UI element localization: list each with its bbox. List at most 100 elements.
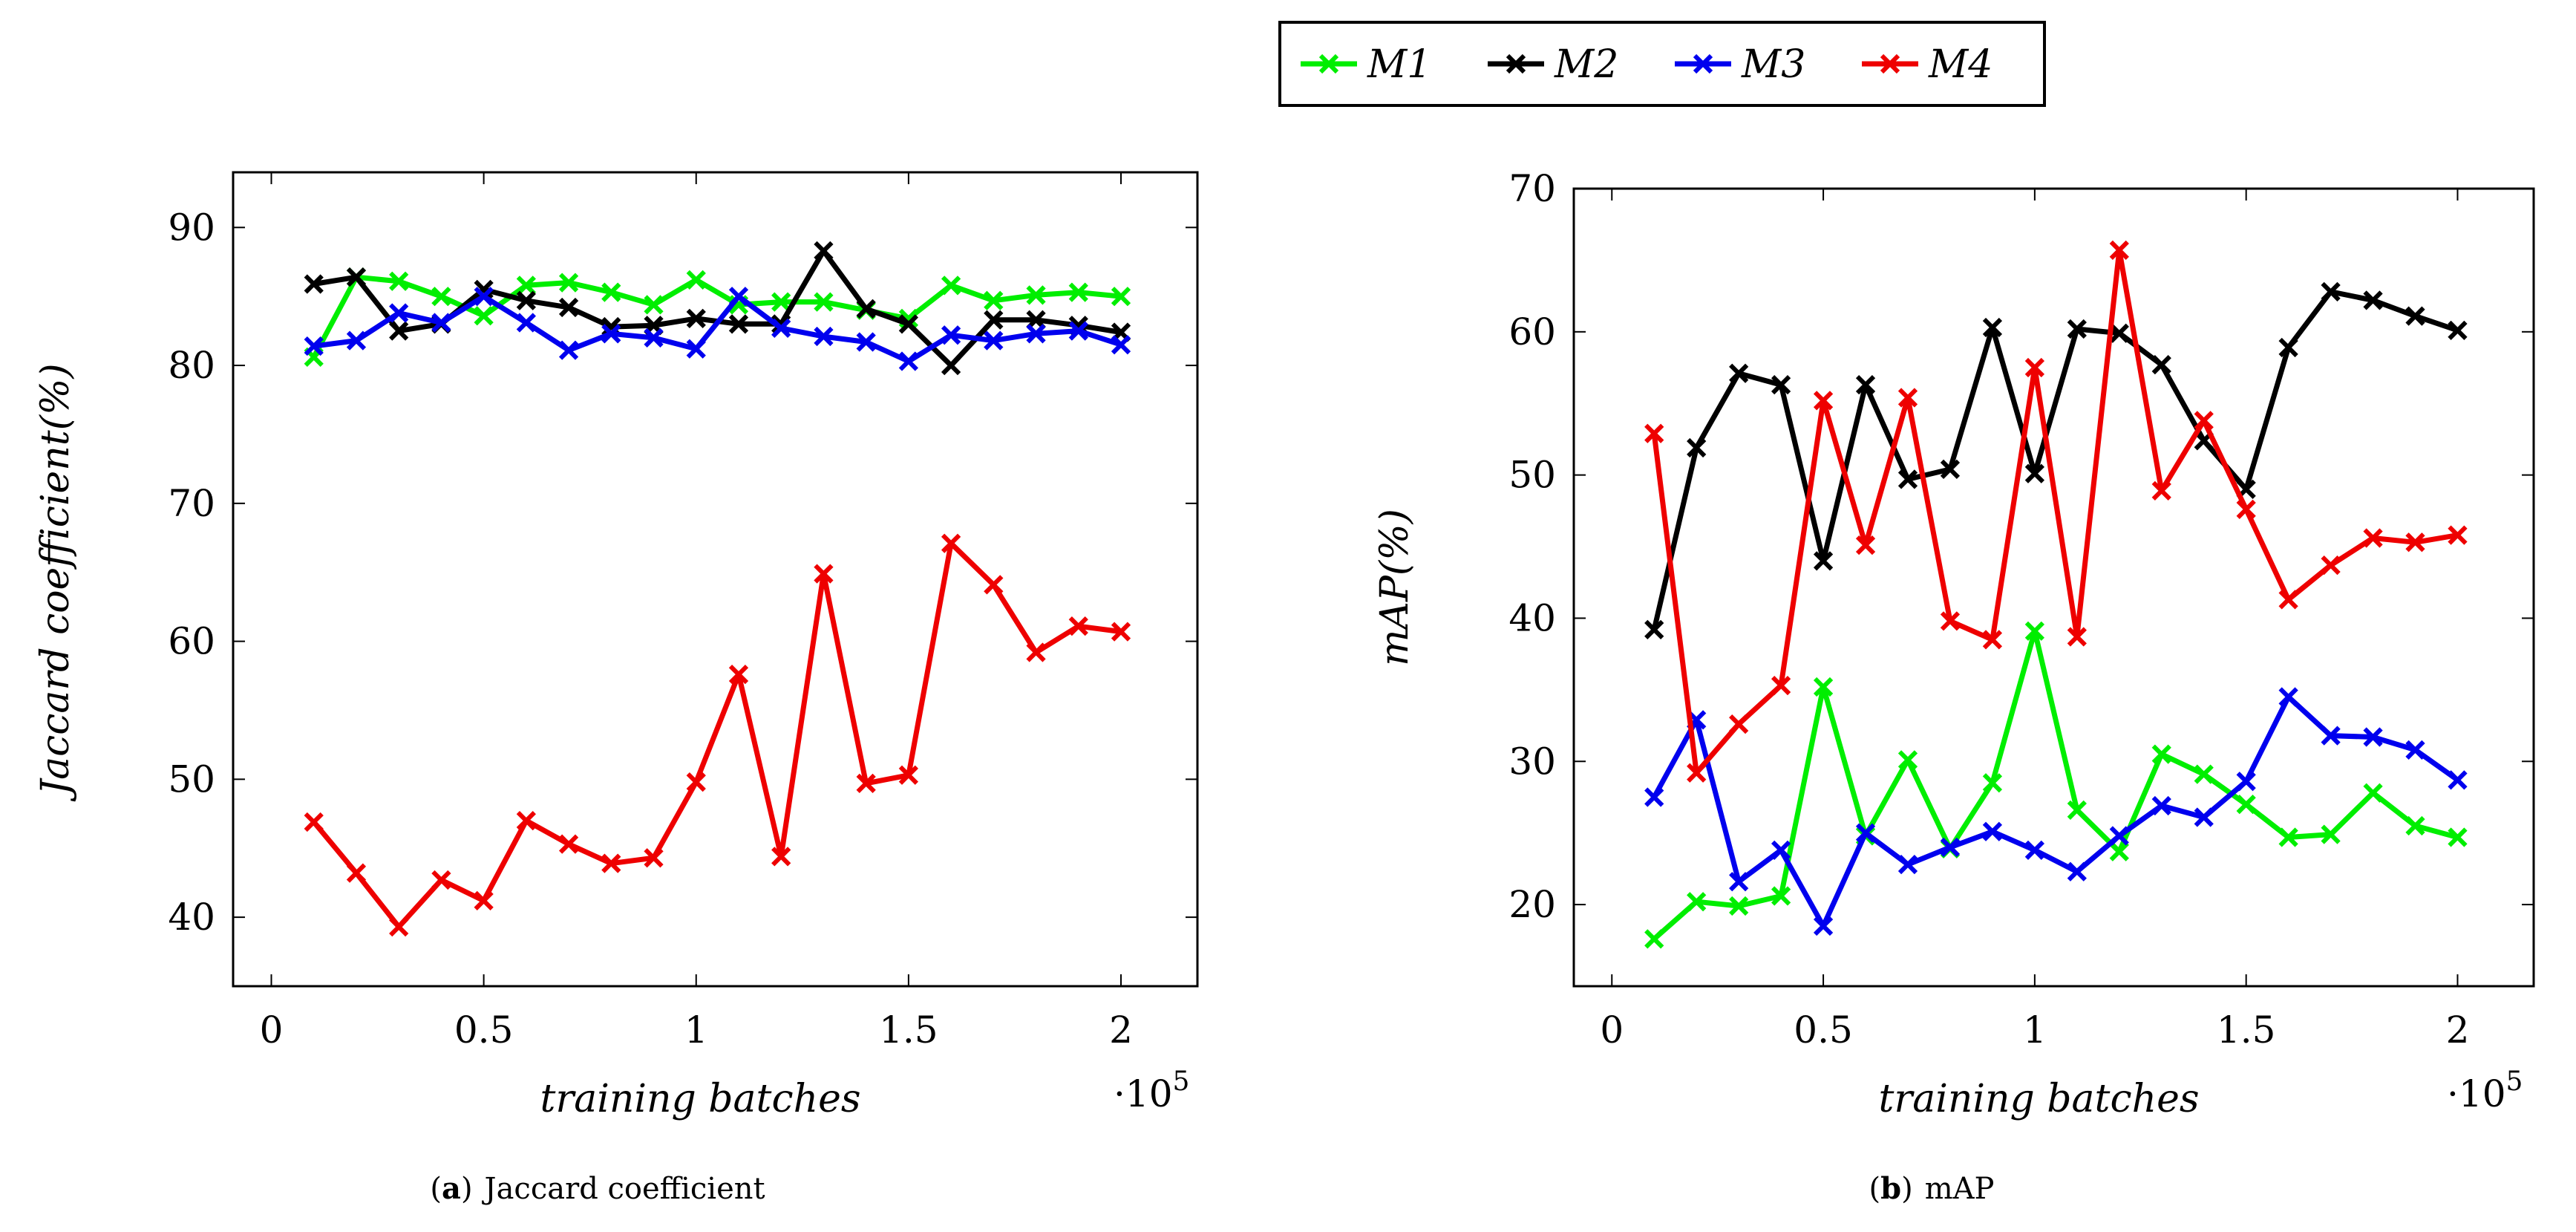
data-point-m2 — [1855, 375, 1876, 395]
data-point-m2 — [2405, 306, 2425, 326]
data-point-m1 — [2024, 621, 2044, 641]
data-point-m2 — [346, 267, 367, 287]
series-m3 — [304, 287, 1131, 371]
legend-item-m4: M4 — [1862, 42, 1993, 87]
data-point-m4 — [1771, 675, 1791, 696]
data-point-m2 — [2024, 463, 2044, 483]
y-tick-label: 80 — [168, 344, 215, 387]
data-point-m4 — [2109, 240, 2129, 261]
data-point-m4 — [941, 533, 961, 553]
data-point-m4 — [814, 564, 834, 584]
data-point-m4 — [1729, 714, 1749, 734]
data-point-m4 — [898, 765, 918, 785]
data-point-m1 — [1068, 282, 1088, 302]
x-tick-label: 1 — [2023, 1008, 2047, 1052]
data-point-m1 — [686, 270, 706, 290]
caption: (b) mAP — [1869, 1171, 1995, 1206]
legend-item-m1: M1 — [1301, 42, 1431, 87]
data-point-m2 — [2448, 320, 2468, 341]
data-point-m4 — [1940, 611, 1961, 631]
data-point-m3 — [984, 330, 1004, 351]
caption-close-paren: ) — [461, 1172, 473, 1206]
panel-map: 0 0.5 1 1.5 2 20 30 40 50 60 70 training batches m… — [1373, 167, 2535, 1206]
x-tick-label: 0 — [260, 1008, 284, 1052]
data-point-m3 — [2067, 861, 2087, 881]
data-point-m2 — [1982, 317, 2003, 338]
x-multiplier-base: ·10 — [2447, 1072, 2506, 1115]
data-point-m2 — [1813, 551, 1834, 571]
y-tick-label: 50 — [168, 757, 215, 801]
data-point-m1 — [2405, 815, 2425, 836]
caption-open-paren: ( — [1869, 1172, 1881, 1206]
y-tick-label: 90 — [168, 206, 215, 249]
x-tick-label: 1.5 — [2217, 1008, 2276, 1052]
data-point-m4 — [1026, 642, 1046, 662]
data-point-m4 — [516, 810, 536, 831]
x-tick-label: 0.5 — [454, 1008, 514, 1052]
legend-label: M2 — [1554, 42, 1618, 87]
data-point-m1 — [941, 276, 961, 296]
data-point-m2 — [686, 308, 706, 329]
series-line-m4 — [312, 541, 1122, 930]
data-point-m1 — [2151, 744, 2171, 764]
data-point-m1 — [1687, 892, 1707, 912]
data-point-m4 — [856, 773, 876, 794]
legend-label: M4 — [1928, 42, 1993, 87]
x-multiplier: ·105 — [2447, 1066, 2523, 1115]
caption: (a) Jaccard coefficient — [430, 1171, 765, 1206]
data-point-m2 — [1729, 363, 1749, 383]
data-point-m2 — [2321, 281, 2341, 302]
x-multiplier-exp: 5 — [1173, 1066, 1190, 1097]
data-point-m1 — [2067, 800, 2087, 820]
data-point-m3 — [1729, 872, 1749, 892]
data-point-m2 — [2278, 337, 2298, 358]
y-tick-label: 70 — [1508, 167, 1556, 210]
series-m4 — [304, 533, 1131, 937]
data-point-m2 — [474, 279, 494, 300]
data-point-m1 — [1982, 773, 2003, 793]
data-point-m4 — [389, 917, 409, 937]
panel-jaccard: 0 0.5 1 1.5 2 40 50 60 70 80 90 training batches J… — [33, 171, 1199, 1206]
y-tick-label: 60 — [1508, 310, 1556, 353]
data-point-m2 — [1687, 437, 1707, 458]
x-tick-label: 1 — [684, 1008, 708, 1052]
data-point-m2 — [516, 290, 536, 310]
data-point-m4 — [1855, 535, 1876, 555]
data-point-m1 — [771, 292, 791, 312]
data-point-m3 — [686, 339, 706, 359]
legend-item-m2: M2 — [1488, 42, 1618, 87]
y-axis-title: mAP(%) — [1373, 509, 1417, 666]
data-point-m2 — [1940, 459, 1961, 480]
x-tick-label: 0.5 — [1794, 1008, 1853, 1052]
data-point-m2 — [984, 310, 1004, 330]
data-point-m1 — [389, 271, 409, 291]
data-point-m1 — [1111, 287, 1131, 307]
data-point-m3 — [1813, 916, 1834, 936]
data-point-m1 — [2236, 794, 2256, 815]
x-axis-title: training batches — [540, 1077, 860, 1121]
data-point-m1 — [2321, 824, 2341, 844]
y-tick-label: 50 — [1508, 454, 1556, 497]
data-point-m3 — [771, 318, 791, 339]
data-point-m3 — [2024, 840, 2044, 860]
legend-label: M3 — [1741, 42, 1805, 87]
data-point-m3 — [1982, 821, 2003, 841]
data-point-m4 — [1813, 391, 1834, 411]
y-tick-label: 70 — [168, 482, 215, 525]
data-point-m4 — [2151, 480, 2171, 501]
caption-text: mAP — [1925, 1172, 1995, 1206]
data-point-m4 — [1687, 763, 1707, 783]
x-tick-label: 2 — [2446, 1008, 2470, 1052]
data-point-m4 — [2278, 590, 2298, 610]
series-m2 — [1644, 281, 2468, 640]
x-axis-title: training batches — [1878, 1077, 2199, 1121]
data-point-m1 — [601, 282, 621, 302]
caption-letter: b — [1880, 1171, 1901, 1206]
data-point-m3 — [2194, 807, 2214, 827]
data-point-m3 — [2109, 826, 2129, 846]
data-point-m1 — [558, 273, 579, 293]
data-point-m3 — [644, 327, 664, 348]
data-point-m4 — [1111, 622, 1131, 642]
plot-frame — [232, 171, 1199, 988]
data-point-m4 — [1644, 423, 1664, 443]
